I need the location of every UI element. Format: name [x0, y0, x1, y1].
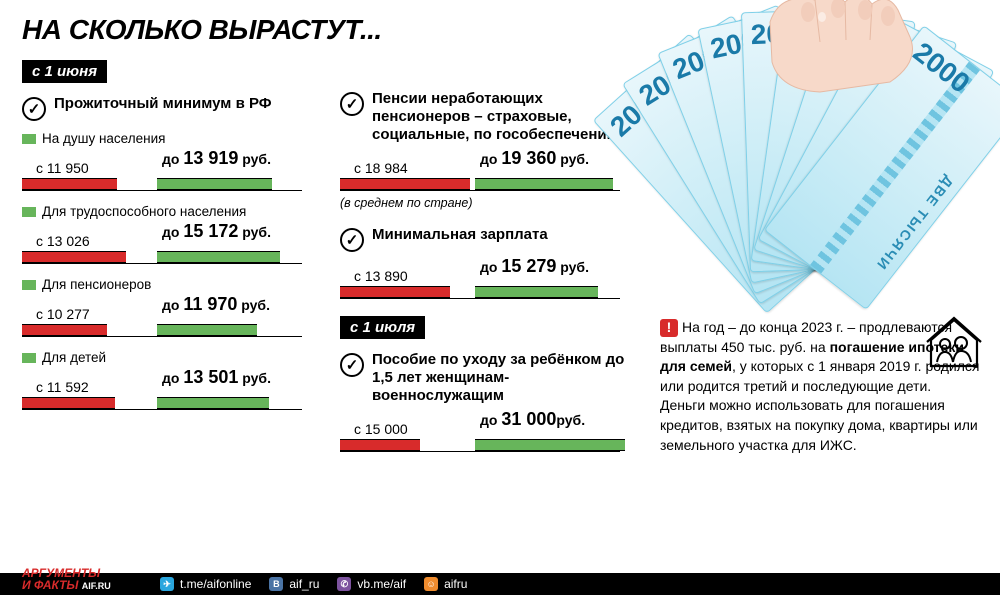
- ok-handle: aifru: [444, 577, 467, 591]
- to-value: до 11 970 руб.: [162, 294, 270, 315]
- bar-from: [22, 178, 117, 190]
- brand-site: AIF.RU: [82, 581, 111, 591]
- bar-to: [475, 286, 598, 298]
- from-value: с 18 984: [354, 160, 408, 176]
- from-value: с 10 277: [36, 306, 90, 322]
- viber-icon: ✆: [337, 577, 351, 591]
- social-ok: ☺ aifru: [424, 577, 467, 591]
- bar-to: [157, 324, 257, 336]
- social-vk: B aif_ru: [269, 577, 319, 591]
- bar-to: [475, 178, 613, 190]
- page-title: НА СКОЛЬКО ВЫРАСТУТ...: [22, 14, 382, 46]
- bar-from: [340, 439, 420, 451]
- sub-label-text: Для пенсионеров: [42, 277, 151, 292]
- exclaim-icon: !: [660, 319, 678, 337]
- bar-from: [340, 178, 470, 190]
- baseline: [22, 263, 302, 264]
- column-left: с 1 июня Прожиточный минимум в РФ На душ…: [22, 60, 322, 413]
- bar-from: [340, 286, 450, 298]
- brand-logo: АРГУМЕНТЫ И ФАКТЫ AIF.RU: [22, 567, 111, 591]
- date-badge-july: с 1 июля: [340, 316, 425, 339]
- from-value: с 11 950: [36, 160, 89, 176]
- social-tg: ✈ t.me/aifonline: [160, 577, 251, 591]
- sub-label: На душу населения: [22, 131, 322, 146]
- to-value: до 19 360 руб.: [480, 148, 589, 169]
- from-value: с 13 026: [36, 233, 90, 249]
- compare-chart: с 13 890 до 15 279 руб.: [340, 256, 640, 302]
- compare-chart: с 11 592 до 13 501 руб.: [22, 367, 322, 413]
- section-living-wage: Прожиточный минимум в РФ: [22, 95, 322, 121]
- baseline: [340, 190, 620, 191]
- sub-label: Для пенсионеров: [22, 277, 322, 292]
- baseline: [22, 190, 302, 191]
- compare-chart: с 13 026 до 15 172 руб.: [22, 221, 322, 267]
- bar-to: [157, 397, 269, 409]
- compare-chart: с 11 950 до 13 919 руб.: [22, 148, 322, 194]
- check-icon: [340, 353, 364, 377]
- bar-from: [22, 251, 126, 263]
- viber-handle: vb.me/aif: [357, 577, 406, 591]
- column-middle: Пенсии неработающих пенсионеров – страхо…: [340, 60, 640, 455]
- tg-handle: t.me/aifonline: [180, 577, 251, 591]
- baseline: [22, 336, 302, 337]
- note-average: (в среднем по стране): [340, 196, 640, 210]
- legend-square-icon: [22, 207, 36, 217]
- bar-to: [475, 439, 625, 451]
- section-title-text: Прожиточный минимум в РФ: [54, 95, 272, 113]
- to-value: до 13 501 руб.: [162, 367, 271, 388]
- legend-square-icon: [22, 353, 36, 363]
- compare-chart: с 15 000 до 31 000руб.: [340, 409, 640, 455]
- date-badge-june: с 1 июня: [22, 60, 107, 83]
- check-icon: [22, 97, 46, 121]
- from-value: с 11 592: [36, 379, 89, 395]
- to-value: до 15 172 руб.: [162, 221, 271, 242]
- check-icon: [340, 228, 364, 252]
- baseline: [340, 298, 620, 299]
- sub-label-text: Для трудоспособного населения: [42, 204, 246, 219]
- to-value: до 31 000руб.: [480, 409, 585, 430]
- section-title-text: Пособие по уходу за ребёнком до 1,5 лет …: [372, 351, 640, 405]
- mortgage-info-text: !На год – до конца 2023 г. – продлеваютс…: [660, 318, 980, 455]
- vk-icon: B: [269, 577, 283, 591]
- sub-label-text: Для детей: [42, 350, 106, 365]
- check-icon: [340, 92, 364, 116]
- baseline: [340, 451, 620, 452]
- bar-to: [157, 178, 272, 190]
- bar-from: [22, 324, 107, 336]
- sub-label: Для трудоспособного населения: [22, 204, 322, 219]
- baseline: [22, 409, 302, 410]
- section-title-text: Минимальная зарплата: [372, 226, 548, 244]
- compare-chart: с 10 277 до 11 970 руб.: [22, 294, 322, 340]
- legend-square-icon: [22, 280, 36, 290]
- telegram-icon: ✈: [160, 577, 174, 591]
- sub-label: Для детей: [22, 350, 322, 365]
- from-value: с 13 890: [354, 268, 408, 284]
- to-value: до 13 919 руб.: [162, 148, 271, 169]
- section-pensions: Пенсии неработающих пенсионеров – страхо…: [340, 90, 640, 144]
- sub-label-text: На душу населения: [42, 131, 165, 146]
- vk-handle: aif_ru: [289, 577, 319, 591]
- ok-icon: ☺: [424, 577, 438, 591]
- brand-line2: И ФАКТЫ: [22, 578, 78, 592]
- bar-from: [22, 397, 115, 409]
- section-title-text: Пенсии неработающих пенсионеров – страхо…: [372, 90, 640, 144]
- legend-square-icon: [22, 134, 36, 144]
- hand-illustration: [760, 0, 930, 102]
- section-childcare: Пособие по уходу за ребёнком до 1,5 лет …: [340, 351, 640, 405]
- mortgage-info-block: !На год – до конца 2023 г. – продлеваютс…: [660, 318, 980, 455]
- to-value: до 15 279 руб.: [480, 256, 589, 277]
- footer: АРГУМЕНТЫ И ФАКТЫ AIF.RU ✈ t.me/aifonlin…: [0, 573, 1000, 595]
- from-value: с 15 000: [354, 421, 408, 437]
- compare-chart: с 18 984 до 19 360 руб.: [340, 148, 640, 194]
- bar-to: [157, 251, 280, 263]
- social-viber: ✆ vb.me/aif: [337, 577, 406, 591]
- section-minwage: Минимальная зарплата: [340, 226, 640, 252]
